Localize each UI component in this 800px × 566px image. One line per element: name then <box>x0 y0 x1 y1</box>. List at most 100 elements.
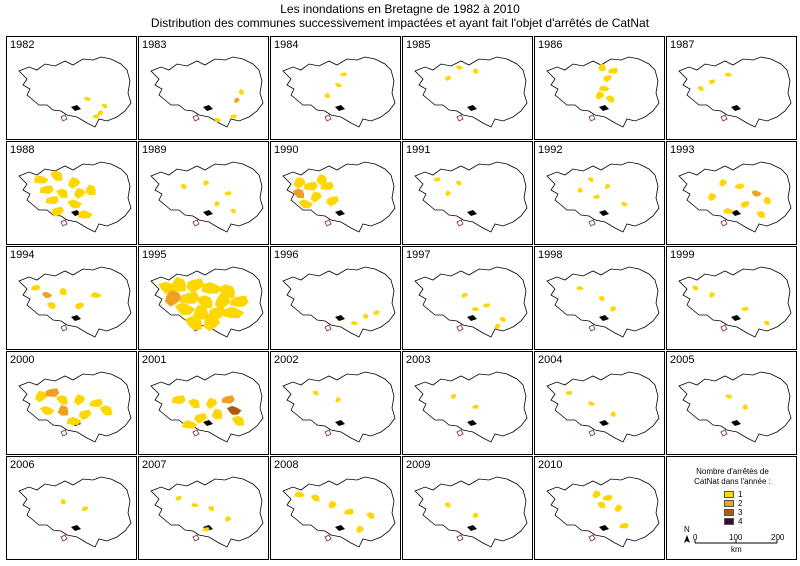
impacted-commune <box>225 516 232 522</box>
impacted-commune <box>60 498 66 505</box>
impacted-commune <box>39 405 55 415</box>
brittany-map <box>546 476 660 548</box>
region-outline <box>678 371 792 443</box>
impacted-commune <box>598 63 606 72</box>
impacted-commune <box>595 91 605 100</box>
impacted-commune <box>158 281 179 294</box>
year-map-2000: 2000 <box>6 351 137 455</box>
island-outline <box>60 324 68 332</box>
map-subtitle: Distribution des communes successivement… <box>150 16 650 30</box>
impacted-commune <box>461 292 468 298</box>
impacted-commune <box>751 190 762 197</box>
gulf-detail <box>335 315 345 321</box>
impacted-commune <box>763 196 771 205</box>
impacted-commune <box>294 491 305 498</box>
impacted-commune <box>164 290 182 307</box>
region-outline <box>546 266 660 338</box>
north-label: N <box>684 525 690 534</box>
year-label: 2009 <box>406 459 431 471</box>
impacted-commune <box>605 95 615 103</box>
impacted-commune <box>188 398 200 409</box>
impacted-commune <box>599 85 610 92</box>
island-outline <box>324 534 332 542</box>
impacted-commune <box>230 114 237 119</box>
gulf-detail <box>599 105 609 111</box>
impacted-commune <box>99 405 112 416</box>
region-outline <box>414 476 528 548</box>
impacted-commune <box>316 174 327 185</box>
gulf-detail <box>203 105 213 111</box>
year-map-1983: 1983 <box>138 36 269 140</box>
impacted-commune <box>292 188 304 199</box>
impacted-commune <box>194 413 207 424</box>
scale-label-100: 100 <box>729 533 743 542</box>
year-label: 2008 <box>274 459 299 471</box>
island-outline <box>324 429 332 437</box>
impacted-commune <box>180 183 187 189</box>
impacted-commune <box>340 72 347 77</box>
region-outline <box>414 266 528 338</box>
gulf-detail <box>731 315 741 321</box>
legend-swatch <box>724 509 734 516</box>
island-outline <box>324 219 332 227</box>
brittany-map <box>18 266 132 338</box>
region-outline <box>150 161 264 233</box>
scale-label-200: 200 <box>771 533 785 542</box>
year-map-1985: 1985 <box>402 36 533 140</box>
impacted-commune <box>499 316 506 322</box>
impacted-commune <box>614 504 623 513</box>
year-label: 1999 <box>670 249 695 261</box>
year-map-2002: 2002 <box>270 351 401 455</box>
impacted-commune <box>226 405 242 415</box>
region-outline <box>546 476 660 548</box>
impacted-commune <box>328 500 337 509</box>
impacted-commune <box>373 310 380 316</box>
legend-swatch <box>724 491 734 498</box>
impacted-commune <box>709 292 716 298</box>
year-label: 1992 <box>538 144 563 156</box>
impacted-commune <box>196 295 213 309</box>
gulf-detail <box>599 420 609 426</box>
brittany-map <box>414 476 528 548</box>
region-outline <box>546 161 660 233</box>
brittany-map <box>150 371 264 443</box>
impacted-commune <box>455 65 463 70</box>
impacted-commune <box>565 390 573 395</box>
island-outline <box>588 219 596 227</box>
impacted-commune <box>175 495 182 501</box>
legend-label: 2 <box>738 499 743 508</box>
year-label: 2003 <box>406 354 431 366</box>
island-outline <box>60 219 68 227</box>
year-map-1994: 1994 <box>6 246 137 350</box>
legend-label: 4 <box>738 517 743 526</box>
year-label: 2007 <box>142 459 167 471</box>
year-label: 1988 <box>10 144 35 156</box>
impacted-commune <box>182 420 198 429</box>
impacted-commune <box>741 306 749 311</box>
impacted-commune <box>85 184 96 196</box>
impacted-commune <box>101 103 108 109</box>
legend: Nombre d'arrêtés de CatNat dans l'année :… <box>666 456 797 560</box>
impacted-commune <box>66 416 82 425</box>
region-outline <box>18 476 132 548</box>
impacted-commune <box>362 313 369 319</box>
impacted-commune <box>593 194 600 199</box>
brittany-map <box>414 266 528 338</box>
impacted-commune <box>203 314 221 332</box>
impacted-commune <box>41 291 53 298</box>
gulf-detail <box>599 525 609 531</box>
impacted-commune <box>238 89 244 95</box>
region-outline <box>414 56 528 128</box>
year-label: 1996 <box>274 249 299 261</box>
year-map-2010: 2010 <box>534 456 665 560</box>
year-map-1992: 1992 <box>534 141 665 245</box>
impacted-commune <box>602 494 613 501</box>
impacted-commune <box>577 187 583 193</box>
impacted-commune <box>472 512 479 519</box>
impacted-commune <box>83 96 92 102</box>
year-map-2007: 2007 <box>138 456 269 560</box>
island-outline <box>720 324 728 332</box>
gulf-detail <box>203 420 213 426</box>
impacted-commune <box>30 284 41 291</box>
brittany-map <box>546 371 660 443</box>
